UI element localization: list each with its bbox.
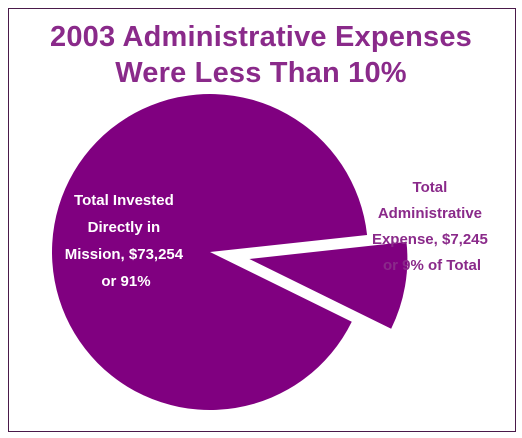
slice-label-invested-line-2: Directly in — [88, 219, 161, 236]
slice-label-invested-line-3: Mission, $73,254 — [65, 246, 184, 263]
slice-label-invested: Total Invested Directly in Mission, $73,… — [65, 192, 188, 290]
chart-title-line-1: 2003 Administrative Expenses — [49, 21, 472, 53]
slice-label-admin-line-3: Expense, $7,245 — [372, 231, 488, 248]
pie-slice-invested-in-mission — [52, 94, 368, 411]
slice-label-admin-line-1: Total — [413, 179, 448, 196]
slice-label-invested-line-1: Total Invested — [74, 192, 174, 209]
slice-label-admin: Total Administrative Expense, $7,245 or … — [372, 179, 492, 274]
slice-label-admin-line-4: or 9% of Total — [383, 257, 481, 274]
chart-title-line-2: Were Less Than 10% — [115, 57, 407, 89]
slice-label-admin-line-2: Administrative — [378, 205, 482, 222]
slice-label-invested-line-4: or 91% — [101, 273, 150, 290]
pie-slice-administrative-expense — [249, 241, 408, 329]
